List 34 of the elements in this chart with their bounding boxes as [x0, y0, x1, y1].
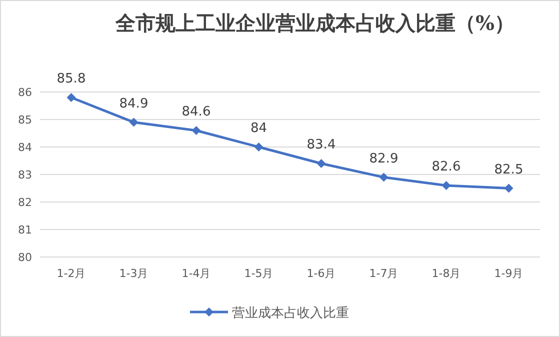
- x-tick-label: 1-7月: [369, 267, 398, 280]
- y-tick-label: 83: [18, 168, 32, 182]
- x-tick-label: 1-9月: [494, 267, 524, 280]
- point: [129, 118, 138, 127]
- x-tick-label: 1-4月: [182, 267, 211, 280]
- data-label: 84.9: [119, 96, 148, 112]
- x-tick-label: 1-5月: [244, 267, 274, 280]
- point: [66, 93, 76, 102]
- x-tick-label: 1-2月: [56, 267, 86, 280]
- point: [316, 159, 326, 168]
- y-tick-label: 86: [18, 86, 32, 99]
- point: [379, 172, 388, 182]
- point: [192, 126, 201, 135]
- data-label: 83.4: [306, 138, 336, 152]
- y-tick-label: 82: [18, 196, 32, 209]
- data-label: 82.6: [432, 160, 461, 174]
- x-tick-label: 1-6月: [306, 267, 336, 280]
- title: 全市规上工业企业营业成本占收入比重（%）: [116, 11, 514, 35]
- x-tick-label: 1-8月: [432, 267, 461, 280]
- y-tick-label: 80: [18, 251, 32, 264]
- data-label: 82.5: [494, 162, 524, 178]
- point: [442, 181, 451, 190]
- point: [254, 142, 264, 152]
- point: [504, 184, 514, 193]
- y-tick-label: 84: [18, 141, 32, 154]
- data-label: 82.9: [369, 151, 398, 166]
- y-tick-label: 85: [18, 114, 32, 126]
- y-tick-label: 81: [18, 224, 32, 236]
- data-label: 84.6: [182, 104, 211, 120]
- legend-label: 营业成本占收入比重: [232, 306, 349, 321]
- data-label: 85.8: [56, 72, 86, 86]
- data-label: 84: [250, 121, 268, 136]
- legend: 营业成本占收入比重: [190, 306, 349, 321]
- x-tick-label: 1-3月: [119, 267, 148, 280]
